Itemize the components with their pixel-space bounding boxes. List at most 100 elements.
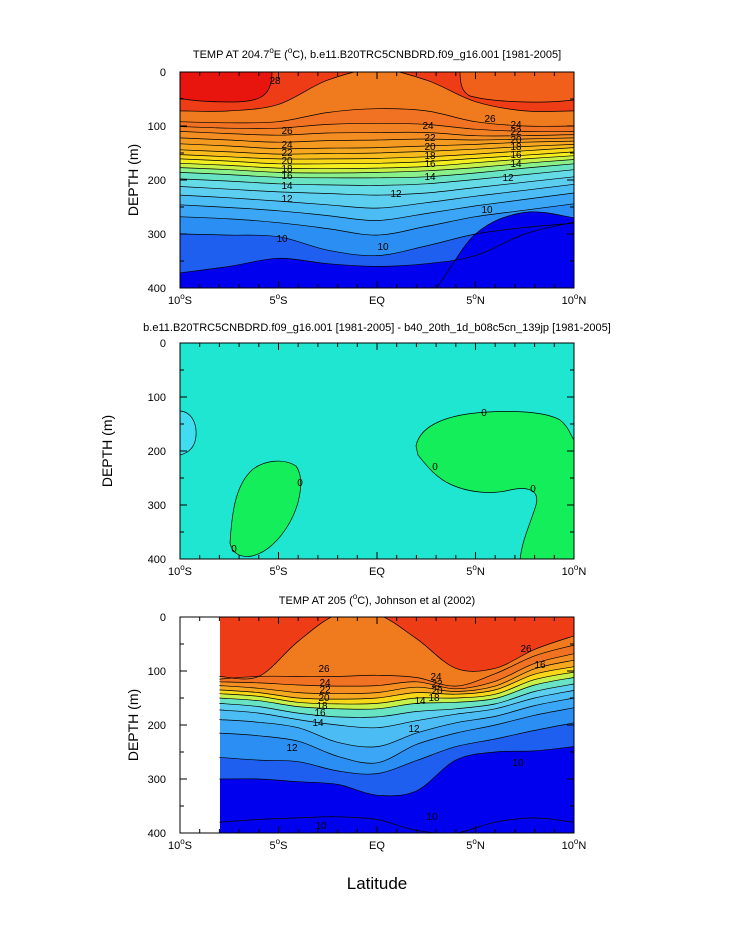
- isotherm-9: [219, 746, 574, 797]
- contour-label: 12: [502, 173, 514, 184]
- panel2-contour-fill: [180, 343, 574, 559]
- band-17: [180, 155, 574, 173]
- x-tick-label: 10oN: [562, 292, 587, 307]
- y-tick-label: 300: [148, 774, 166, 786]
- isotherm-25: [180, 122, 574, 132]
- band-12: [180, 184, 574, 221]
- isotherm-27e: [459, 72, 574, 103]
- isotherm-10: [180, 222, 574, 257]
- warm-pool-west: [180, 72, 272, 102]
- y-tick-label: 0: [160, 338, 166, 350]
- band-16: [180, 159, 574, 178]
- panel3-y-axis-label: DEPTH (m): [125, 689, 141, 761]
- y-tick-label: 100: [148, 666, 166, 678]
- band-23: [219, 653, 574, 694]
- y-tick-label: 300: [148, 229, 166, 241]
- band-8: [180, 211, 574, 288]
- contour-label: 26: [281, 126, 293, 137]
- isotherm-20: [219, 666, 574, 700]
- isotherm-15: [180, 169, 574, 186]
- band-18: [180, 151, 574, 169]
- y-tick-label: 400: [148, 283, 166, 295]
- band-10: [219, 707, 574, 775]
- contour-label: 24: [422, 121, 434, 132]
- panel-model-temperature: TEMP AT 204.7oE (oC), b.e11.B20TRC5CNBDR…: [125, 46, 587, 307]
- band-22: [180, 137, 574, 149]
- x-tick-label: 5oS: [270, 837, 288, 852]
- contour-label: 0: [530, 484, 536, 495]
- band-11: [219, 698, 574, 764]
- isotherm-13: [219, 690, 574, 729]
- isotherm-11: [180, 203, 574, 236]
- contour-label: 24: [510, 120, 522, 131]
- contour-label: 22: [510, 127, 522, 138]
- x-tick-label: 10oS: [168, 563, 192, 578]
- contour-label: 18: [510, 142, 522, 153]
- positive-region-south: [229, 460, 302, 557]
- contour-label: 0: [481, 408, 487, 419]
- x-tick-label: 5oS: [270, 563, 288, 578]
- isotherm-8: [435, 211, 574, 288]
- contour-label: 18: [316, 701, 328, 712]
- band-26: [180, 72, 574, 127]
- isotherm-9: [180, 221, 574, 274]
- contour-label: 16: [424, 159, 436, 170]
- contour-label: 10: [315, 821, 327, 832]
- contour-label: 26: [484, 114, 496, 125]
- x-tick-label: EQ: [369, 295, 385, 307]
- contour-label: 24: [430, 672, 442, 683]
- isotherm-13: [180, 183, 574, 209]
- y-tick-label: 200: [148, 720, 166, 732]
- contour-label: 18: [281, 164, 293, 175]
- panel1-contour-lines: [180, 72, 574, 288]
- band-8: [219, 746, 574, 833]
- isotherm-10: [219, 722, 574, 775]
- isotherm-14: [180, 176, 574, 196]
- isotherm-11: [219, 707, 574, 764]
- x-tick-label: EQ: [369, 566, 385, 578]
- contour-label: 26: [520, 644, 532, 655]
- isotherm-24: [219, 653, 574, 690]
- x-tick-label: 10oS: [168, 837, 192, 852]
- contour-label: 16: [281, 171, 293, 182]
- band-13: [219, 684, 574, 728]
- band-14: [180, 169, 574, 196]
- isotherm-21: [180, 144, 574, 155]
- y-tick-label: 300: [148, 500, 166, 512]
- isotherm-18: [219, 671, 574, 705]
- panel-observed-temperature: TEMP AT 205 (oC), Johnson et al (2002) 2…: [125, 592, 587, 852]
- x-tick-label: 10oS: [168, 292, 192, 307]
- contour-label: 22: [424, 133, 436, 144]
- x-tick-label: 10oN: [562, 563, 587, 578]
- isotherm-16: [219, 677, 574, 710]
- x-tick-label: 10oN: [562, 837, 587, 852]
- isotherm-12: [180, 192, 574, 221]
- contour-label: 24: [281, 140, 293, 151]
- isotherm-12: [219, 697, 574, 748]
- contour-label: 16: [314, 708, 326, 719]
- panel2-contour-labels: 0 0 0 0 0: [231, 408, 536, 555]
- isotherm-22: [180, 140, 574, 150]
- isotherm-27: [180, 72, 574, 112]
- contour-label: 22: [319, 685, 331, 696]
- contour-label: 12: [281, 194, 293, 205]
- band-19: [180, 147, 574, 165]
- contour-label: 20: [510, 135, 522, 146]
- contour-label: 10: [512, 758, 524, 769]
- x-axis-title: Latitude: [347, 874, 408, 893]
- band-19: [219, 666, 574, 705]
- isotherm-24: [180, 131, 574, 137]
- band-25: [180, 108, 574, 132]
- isotherm-26: [180, 108, 574, 127]
- band-7: [436, 211, 574, 288]
- contour-label: 22: [431, 679, 443, 690]
- y-tick-label: 100: [148, 392, 166, 404]
- panel3-title: TEMP AT 205 (oC), Johnson et al (2002): [279, 592, 475, 607]
- negative-region: [180, 410, 197, 456]
- contour-label: 0: [231, 544, 237, 555]
- isotherm-8: [219, 816, 574, 833]
- band-12: [219, 690, 574, 748]
- contour-label: 22: [281, 148, 293, 159]
